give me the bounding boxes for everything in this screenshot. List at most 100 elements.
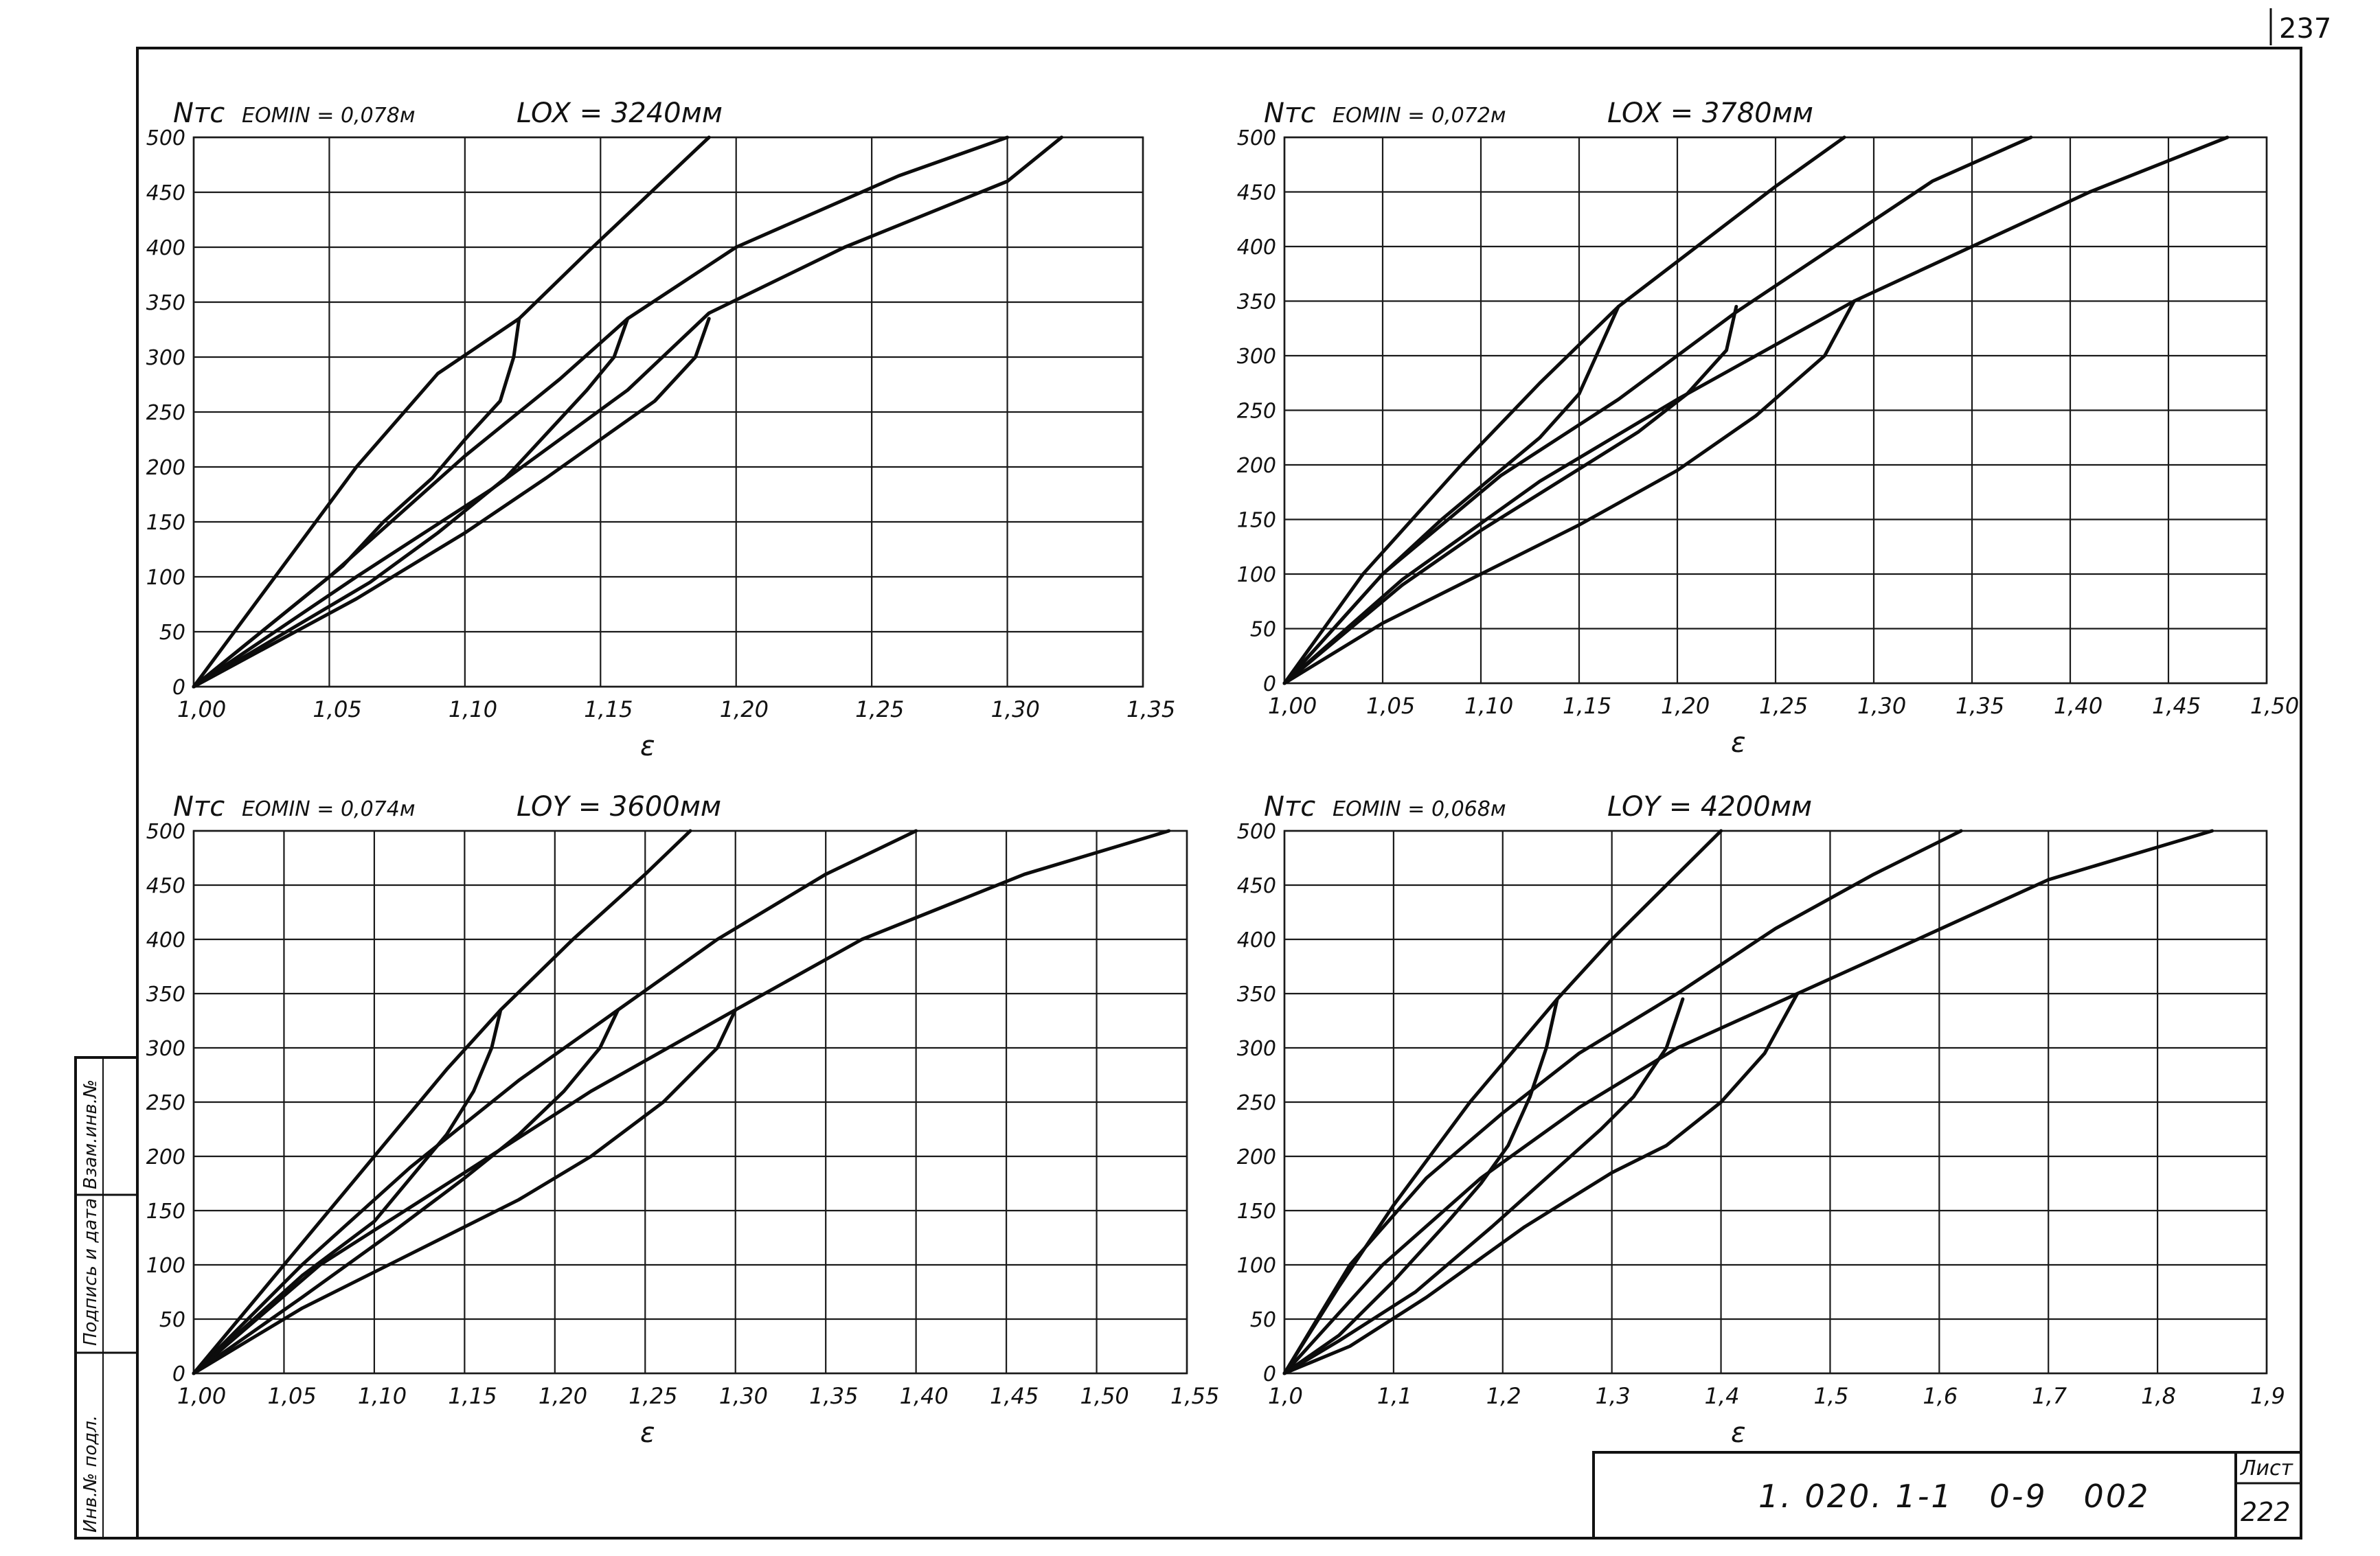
x-tick-label: 1,10 — [1464, 693, 1513, 719]
x-tick-label: 1,20 — [539, 1383, 587, 1409]
y-tick-label: 500 — [146, 126, 185, 150]
series-line-3 — [192, 829, 1171, 1375]
y-tick-label: 450 — [146, 874, 185, 898]
y-tick-label: 50 — [159, 1308, 185, 1332]
y-tick-label: 0 — [1263, 1362, 1276, 1386]
chart-lox-3240: 1,00 1,05 1,10 1,15 1,20 1,25 1,30 1,35 0 50 100 15… — [146, 98, 1176, 762]
y-tick-label: 500 — [1237, 126, 1276, 150]
series-line-1 — [1282, 135, 1846, 685]
x-tick-label: 1,25 — [628, 1383, 677, 1409]
y-tick-label: 300 — [146, 346, 185, 370]
y-tick-label: 350 — [146, 291, 185, 315]
y-tick-label: 350 — [1237, 983, 1276, 1007]
title-block: 1. 020. 1-1 0-9 002 Лист 222 — [1592, 1451, 2302, 1540]
y-tick-label: 150 — [146, 1200, 185, 1224]
x-tick-label: 1,45 — [990, 1383, 1039, 1409]
x-tick-label: 1,40 — [2054, 693, 2103, 719]
y-tick-label: 50 — [1250, 618, 1276, 642]
x-tick-label: 1,30 — [719, 1383, 768, 1409]
x-tick-label: 1,3 — [1596, 1383, 1631, 1409]
x-tick-label: 1,0 — [1268, 1383, 1303, 1409]
y-tick-label: 250 — [1237, 400, 1276, 424]
side-stamp-replaced: Взам.инв.№ — [80, 1079, 101, 1189]
x-tick-label: 1,8 — [2141, 1383, 2176, 1409]
x-axis-title: ε — [640, 1417, 655, 1449]
series-line-5 — [192, 317, 630, 689]
y-tick-label: 50 — [159, 621, 185, 645]
x-tick-label: 1,55 — [1170, 1383, 1219, 1409]
eomin-label: EOMIN = 0,068м — [1333, 797, 1506, 821]
x-tick-label: 1,25 — [1759, 693, 1808, 719]
side-stamp: Инв.№ подл. Подпись и дата Взам.инв.№ — [74, 1056, 139, 1540]
x-tick-label: 1,35 — [809, 1383, 858, 1409]
x-tick-label: 1,40 — [900, 1383, 949, 1409]
x-tick-label: 1,45 — [2152, 693, 2201, 719]
series-line-4 — [192, 317, 521, 689]
y-tick-label: 350 — [1237, 290, 1276, 314]
y-tick-label: 0 — [172, 1362, 185, 1386]
x-tick-label: 1,6 — [1923, 1383, 1958, 1409]
y-tick-label: 200 — [1237, 1145, 1276, 1169]
y-tick-label: 450 — [1237, 181, 1276, 205]
x-tick-label: 1,30 — [1857, 693, 1906, 719]
page-number: 237 — [2279, 13, 2331, 45]
y-tick-label: 150 — [1237, 1200, 1276, 1224]
x-tick-label: 1,20 — [720, 696, 769, 722]
length-label: LOY = 4200мм — [1607, 791, 1812, 823]
document-designation: 1. 020. 1-1 0-9 002 — [1758, 1478, 2150, 1515]
y-tick-label: 100 — [1237, 563, 1276, 587]
x-tick-label: 1,00 — [177, 1383, 226, 1409]
y-tick-label: 350 — [146, 983, 185, 1007]
y-axis-title: Nтс — [173, 791, 225, 823]
series-line-1 — [192, 135, 711, 689]
x-tick-label: 1,35 — [1126, 696, 1175, 722]
y-tick-label: 400 — [1237, 928, 1276, 952]
series-line-3 — [1282, 829, 2214, 1375]
chart-lox-3780: 1,00 1,05 1,10 1,15 1,20 1,25 1,30 1,35 1,40 1,45… — [1237, 98, 2300, 759]
y-tick-label: 400 — [1237, 236, 1276, 260]
chart-loy-3600: 1,00 1,05 1,10 1,15 1,20 1,25 1,30 1,35 1,40 1,45… — [146, 791, 1220, 1449]
y-tick-label: 200 — [146, 456, 185, 480]
x-tick-label: 1,05 — [1366, 693, 1415, 719]
y-tick-label: 200 — [1237, 454, 1276, 478]
y-tick-label: 0 — [1263, 672, 1276, 696]
series-line-6 — [192, 1008, 738, 1375]
y-tick-label: 250 — [146, 401, 185, 425]
series-line-6 — [1282, 992, 1800, 1375]
series-line-4 — [1282, 997, 1559, 1375]
eomin-label: EOMIN = 0,078м — [242, 104, 415, 128]
series-line-6 — [192, 317, 711, 689]
x-tick-label: 1,20 — [1661, 693, 1710, 719]
x-tick-label: 1,10 — [358, 1383, 407, 1409]
series-line-6 — [1282, 299, 1856, 685]
series-line-1 — [192, 829, 692, 1375]
y-tick-label: 500 — [1237, 820, 1276, 844]
y-tick-label: 0 — [172, 676, 185, 700]
y-tick-label: 150 — [146, 511, 185, 535]
x-tick-label: 1,1 — [1377, 1383, 1412, 1409]
x-tick-label: 1,15 — [584, 696, 633, 722]
series-line-5 — [1282, 305, 1738, 685]
x-tick-label: 1,4 — [1705, 1383, 1740, 1409]
x-tick-label: 1,35 — [1956, 693, 2004, 719]
length-label: LOX = 3780мм — [1607, 98, 1813, 129]
x-tick-label: 1,25 — [855, 696, 904, 722]
y-tick-label: 100 — [146, 566, 185, 590]
series-line-3 — [1282, 135, 2230, 685]
plot-area — [192, 136, 1144, 688]
series-line-2 — [1282, 829, 1963, 1375]
y-tick-label: 500 — [146, 820, 185, 844]
y-tick-label: 200 — [146, 1145, 185, 1169]
y-tick-label: 400 — [146, 928, 185, 952]
y-tick-label: 300 — [1237, 1037, 1276, 1061]
chart-loy-4200: 1,0 1,1 1,2 1,3 1,4 1,5 1,6 1,7 1,8 1,9 0 50 100 150 2… — [1237, 791, 2285, 1449]
x-tick-label: 1,00 — [177, 696, 226, 722]
x-tick-label: 1,15 — [1563, 693, 1611, 719]
x-tick-label: 1,9 — [2250, 1383, 2285, 1409]
plot-area — [1283, 830, 2268, 1375]
series-line-4 — [192, 1008, 503, 1375]
x-tick-label: 1,7 — [2032, 1383, 2067, 1409]
side-stamp-inventory: Инв.№ подл. — [80, 1415, 101, 1533]
plot-area — [1283, 136, 2268, 685]
